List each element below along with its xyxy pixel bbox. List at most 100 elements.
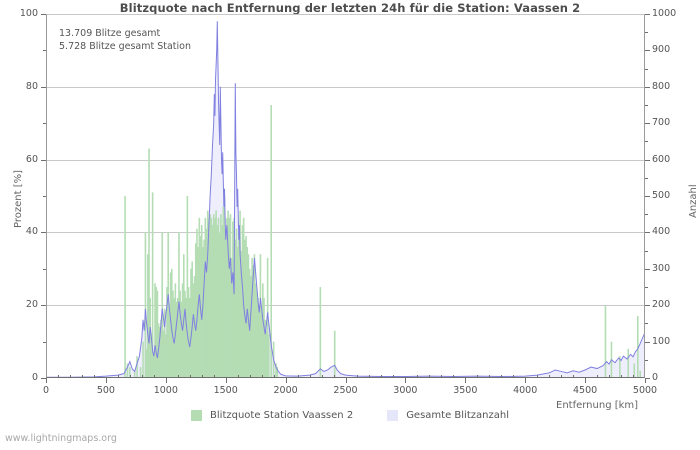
x-axis-minor-tick	[489, 375, 491, 378]
bar	[211, 225, 214, 378]
bar	[190, 268, 192, 378]
y-axis-right-tick-label: 0	[652, 372, 659, 383]
y-axis-left-tickmark	[41, 159, 46, 161]
bar	[126, 363, 129, 378]
legend-item-gesamte-blitzanzahl[interactable]: Gesamte Blitzanzahl	[387, 410, 509, 421]
bar	[619, 356, 621, 378]
gridline	[46, 305, 645, 307]
x-axis-minor-tick	[429, 375, 431, 378]
x-axis-tick-label: 4000	[513, 385, 538, 396]
y-axis-left-tickmark	[41, 232, 46, 234]
y-axis-right-minor-tick	[645, 250, 648, 252]
bar	[230, 257, 233, 378]
x-axis-minor-tick	[621, 375, 623, 378]
x-axis-minor-tick	[177, 375, 179, 378]
x-axis-minor-tick	[213, 375, 215, 378]
x-axis-minor-tick	[297, 375, 299, 378]
bar	[215, 210, 217, 378]
bar	[200, 225, 203, 378]
x-axis-tickmark	[285, 378, 287, 383]
x-axis-minor-tick	[201, 375, 203, 378]
x-axis-tick-label: 3000	[393, 385, 418, 396]
bar	[197, 246, 199, 378]
y-axis-left-minor-tick	[43, 123, 46, 125]
bar	[185, 297, 187, 378]
bar	[155, 287, 158, 378]
y-axis-right-minor-tick	[645, 105, 648, 106]
bar	[234, 239, 237, 378]
x-axis-tickmark	[645, 378, 646, 383]
bar	[270, 105, 273, 378]
y-axis-left-title: Prozent [%]	[13, 169, 24, 228]
bar	[179, 290, 181, 378]
bar	[254, 283, 257, 378]
bar	[223, 196, 226, 378]
y-axis-right-tick-label: 600	[652, 153, 671, 165]
bar	[210, 217, 213, 378]
y-axis-left-tick-label: 40	[25, 226, 38, 238]
y-axis-right-tickmark	[645, 14, 650, 15]
bar	[250, 276, 252, 378]
x-axis-tick-label: 500	[96, 385, 115, 396]
x-axis-tick-label: 1500	[213, 385, 238, 396]
bar	[319, 287, 322, 378]
y-axis-right-tickmark	[645, 341, 650, 343]
x-axis-tick-label: 1000	[153, 385, 178, 396]
x-axis-minor-tick	[117, 375, 119, 378]
plot-area	[46, 14, 645, 378]
x-axis-tick-label: 2000	[273, 385, 298, 396]
y-axis-right-tickmark	[645, 123, 650, 125]
bar	[266, 257, 269, 378]
bar	[228, 217, 231, 378]
legend-swatch-gesamte-blitzanzahl	[387, 410, 399, 421]
bar	[251, 257, 253, 378]
bar	[333, 330, 336, 378]
y-axis-right-title: Anzahl	[688, 184, 699, 218]
bar	[212, 214, 215, 378]
bar	[205, 228, 208, 378]
x-axis-minor-tick	[573, 375, 575, 378]
bar	[184, 290, 186, 378]
y-axis-left-tick-label: 80	[25, 80, 38, 92]
y-axis-right-minor-tick	[645, 214, 648, 216]
bar	[209, 214, 211, 378]
bar	[239, 210, 241, 378]
x-axis-minor-tick	[549, 375, 551, 378]
bar	[156, 290, 159, 378]
x-axis-minor-tick	[141, 375, 143, 378]
bar	[153, 352, 155, 378]
x-axis-minor-tick	[309, 375, 311, 378]
x-axis-minor-tick	[357, 375, 359, 378]
bar	[151, 192, 154, 378]
bar	[159, 327, 161, 378]
legend-label-gesamte-blitzanzahl: Gesamte Blitzanzahl	[406, 410, 509, 421]
bar	[169, 272, 172, 378]
x-axis-minor-tick	[93, 375, 95, 378]
bar	[192, 283, 195, 378]
gridline	[46, 232, 645, 234]
y-axis-left-tick-label: 0	[31, 372, 38, 383]
y-axis-right-tick-label: 100	[652, 335, 671, 347]
annotation-total-strikes: 13.709 Blitze gesamt	[59, 28, 161, 39]
y-axis-right-tickmark	[645, 50, 650, 52]
x-axis-minor-tick	[381, 375, 383, 378]
bar	[160, 319, 162, 378]
bar	[265, 330, 268, 378]
y-axis-right-tickmark	[645, 86, 650, 88]
y-axis-right-minor-tick	[645, 141, 648, 143]
x-axis-tickmark	[525, 378, 527, 383]
y-axis-right-tick-label: 700	[652, 117, 671, 129]
bar	[167, 232, 169, 378]
chart-title: Blitzquote nach Entfernung der letzten 2…	[119, 1, 581, 15]
x-axis-minor-tick	[69, 375, 71, 378]
x-axis-minor-tick	[321, 375, 323, 378]
bar	[252, 265, 255, 378]
gridline	[46, 86, 645, 88]
legend-item-blitzquote[interactable]: Blitzquote Station Vaassen 2	[191, 410, 353, 421]
x-axis-minor-tick	[561, 375, 563, 378]
bar	[172, 290, 174, 378]
x-axis-tickmark	[585, 378, 587, 383]
y-axis-left-tickmark	[41, 86, 46, 88]
bar	[262, 283, 264, 378]
bar	[275, 363, 277, 378]
